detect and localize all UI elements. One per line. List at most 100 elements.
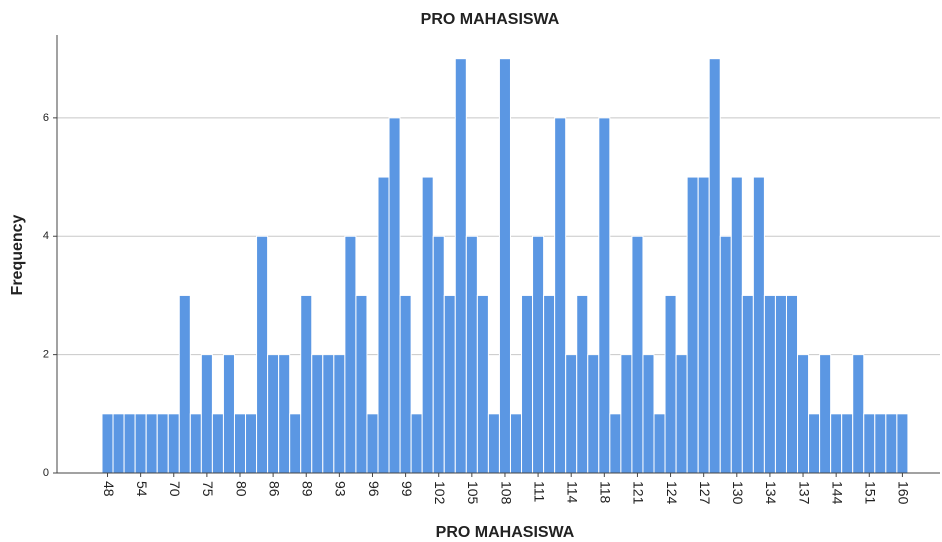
x-tick-label: 134 — [763, 481, 779, 505]
bar — [697, 176, 710, 474]
bar — [664, 294, 677, 474]
x-tick-label: 96 — [366, 481, 382, 497]
bar — [278, 354, 291, 474]
bar — [543, 294, 556, 474]
bar — [896, 413, 909, 474]
x-tick-label: 48 — [101, 481, 117, 497]
bar — [642, 354, 655, 474]
y-axis-label: Frequency — [9, 214, 26, 295]
bar — [222, 354, 235, 474]
bar — [245, 413, 258, 474]
bar — [631, 235, 644, 474]
bar — [532, 235, 545, 474]
bar — [311, 354, 324, 474]
bar — [885, 413, 898, 474]
bar — [388, 117, 401, 474]
bar — [476, 294, 489, 474]
bar — [156, 413, 169, 474]
x-tick-label: 114 — [564, 481, 580, 504]
bar — [741, 294, 754, 474]
bar — [167, 413, 180, 474]
bar — [653, 413, 666, 474]
bar — [300, 294, 313, 474]
x-tick-label: 93 — [333, 481, 349, 497]
bar — [620, 354, 633, 474]
x-tick-label: 89 — [300, 481, 316, 497]
x-tick-label: 86 — [266, 481, 282, 497]
bar — [521, 294, 534, 474]
x-tick-label: 130 — [730, 481, 746, 505]
x-tick-label: 151 — [863, 481, 879, 505]
bar — [841, 413, 854, 474]
x-tick-label: 108 — [498, 481, 514, 505]
bar — [598, 117, 611, 474]
x-tick-label: 105 — [465, 481, 481, 505]
bar — [730, 176, 743, 474]
x-tick-label: 99 — [399, 481, 415, 497]
x-tick-label: 102 — [432, 481, 448, 505]
x-tick-label: 137 — [796, 481, 812, 505]
bar — [333, 354, 346, 474]
bar — [134, 413, 147, 474]
bar — [123, 413, 136, 474]
bar — [112, 413, 125, 474]
bar — [797, 354, 810, 474]
bar — [410, 413, 423, 474]
bar — [487, 413, 500, 474]
bar — [565, 354, 578, 474]
bar — [322, 354, 335, 474]
bar — [852, 354, 865, 474]
x-tick-label: 144 — [829, 481, 845, 505]
bar — [587, 354, 600, 474]
bar — [344, 235, 357, 474]
x-tick-label: 70 — [167, 481, 183, 497]
x-tick-label: 80 — [233, 481, 249, 497]
bar — [200, 354, 213, 474]
y-tick-label: 2 — [43, 349, 49, 361]
bar — [808, 413, 821, 474]
bar — [830, 413, 843, 474]
bar — [421, 176, 434, 474]
bar — [719, 235, 732, 474]
bar — [498, 58, 511, 474]
bar — [554, 117, 567, 474]
bar — [145, 413, 158, 474]
bar — [465, 235, 478, 474]
x-tick-label: 118 — [598, 481, 614, 504]
bar — [509, 413, 523, 474]
bar — [819, 354, 832, 474]
bar — [708, 58, 721, 474]
bar — [576, 294, 589, 474]
bar — [675, 354, 688, 474]
bar — [785, 294, 799, 474]
bar — [366, 413, 379, 474]
y-tick-label: 6 — [43, 112, 49, 124]
bar — [454, 58, 467, 474]
bar — [267, 354, 280, 474]
bar — [178, 294, 191, 474]
x-tick-label: 121 — [631, 481, 647, 505]
bar — [432, 235, 445, 474]
x-tick-label: 160 — [896, 481, 912, 505]
bar — [399, 294, 412, 474]
bar — [256, 235, 269, 474]
bar — [863, 413, 876, 474]
bar — [686, 176, 699, 474]
bar — [752, 176, 765, 474]
y-tick-label: 4 — [43, 230, 49, 242]
bar — [189, 413, 202, 474]
bar — [874, 413, 887, 474]
chart-title: PRO MAHASISWA — [421, 11, 560, 28]
bar — [774, 294, 787, 474]
x-tick-label: 127 — [697, 481, 713, 505]
x-tick-label: 124 — [664, 481, 680, 505]
bar — [355, 294, 368, 474]
bar — [443, 294, 456, 474]
x-tick-label: 75 — [200, 481, 216, 497]
bar — [377, 176, 390, 474]
x-axis-label: PRO MAHASISWA — [436, 524, 575, 541]
x-tick-label: 111 — [531, 481, 547, 502]
bar — [763, 294, 776, 474]
x-tick-label: 54 — [134, 481, 150, 497]
